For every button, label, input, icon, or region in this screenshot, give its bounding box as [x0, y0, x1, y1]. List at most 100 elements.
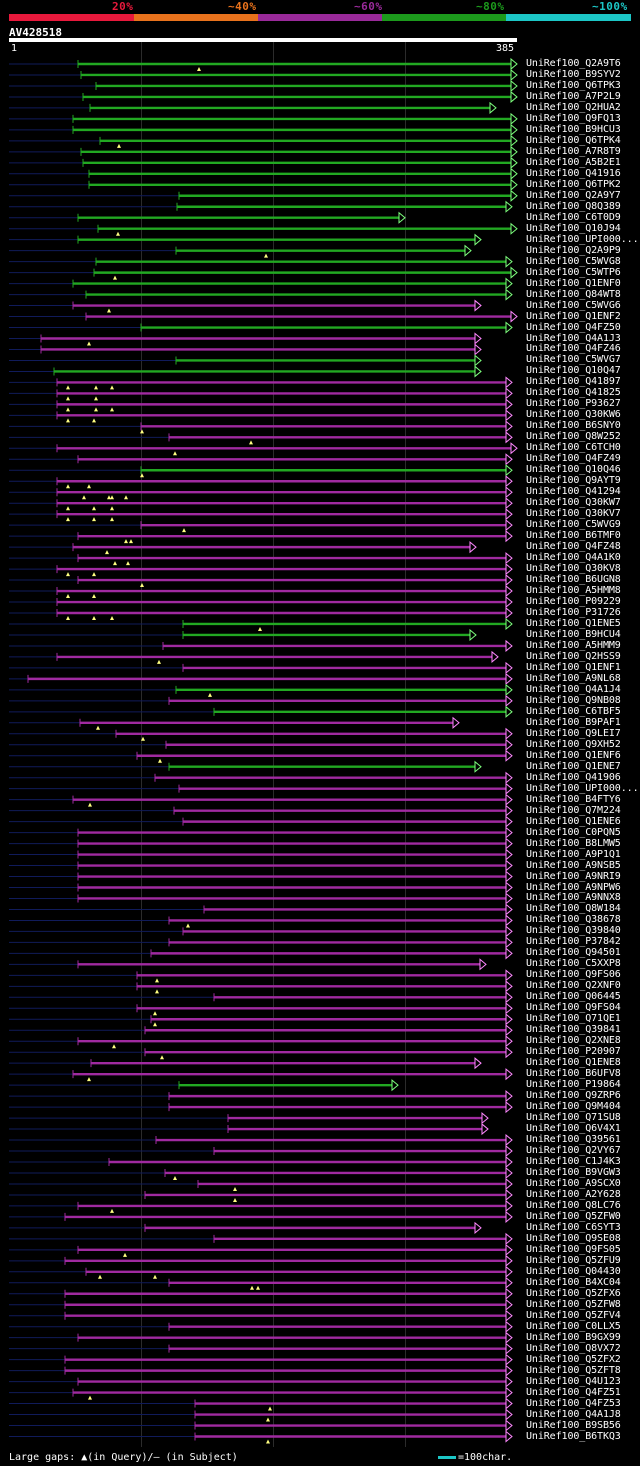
hit-name-link[interactable]: UniRef100_P19864	[526, 1079, 621, 1091]
hit-name-link[interactable]: UniRef100_C1J4K3	[526, 1156, 621, 1167]
hit-name-link[interactable]: UniRef100_Q41897	[526, 376, 621, 388]
hit-name-link[interactable]: UniRef100_B9SB56	[526, 1419, 621, 1431]
hit-name-link[interactable]: UniRef100_C0LLX5	[526, 1320, 621, 1332]
hit-name-link[interactable]: UniRef100_C6TBF5	[526, 705, 621, 717]
hit-name-link[interactable]: UniRef100_Q4FZ49	[526, 453, 621, 465]
hit-name-link[interactable]: UniRef100_B9HCU4	[526, 628, 621, 640]
hit-name-link[interactable]: UniRef100_Q9M404	[526, 1101, 621, 1113]
hit-name-link[interactable]: UniRef100_Q7M224	[526, 804, 621, 816]
hit-name-link[interactable]: UniRef100_Q9LEI7	[526, 727, 621, 739]
hit-name-link[interactable]: UniRef100_B8LMW5	[526, 837, 621, 849]
hit-name-link[interactable]: UniRef100_Q6TPK2	[526, 178, 621, 190]
hit-name-link[interactable]: UniRef100_Q39841	[526, 1024, 621, 1036]
hit-name-link[interactable]: UniRef100_UPI000...	[526, 233, 639, 245]
hit-name-link[interactable]: UniRef100_Q4U123	[526, 1375, 621, 1387]
hit-name-link[interactable]: UniRef100_P31726	[526, 607, 621, 618]
hit-name-link[interactable]: UniRef100_Q1ENE7	[526, 760, 621, 772]
hit-name-link[interactable]: UniRef100_A7R8T9	[526, 145, 621, 157]
hit-name-link[interactable]: UniRef100_Q8Q389	[526, 200, 621, 212]
hit-name-link[interactable]: UniRef100_B6UGN8	[526, 574, 621, 586]
hit-name-link[interactable]: UniRef100_A9NNX8	[526, 892, 621, 904]
hit-name-link[interactable]: UniRef100_UPI000...	[526, 782, 639, 794]
hit-name-link[interactable]: UniRef100_A9NPW6	[526, 881, 621, 893]
hit-name-link[interactable]: UniRef100_Q4A1K0	[526, 552, 621, 564]
hit-name-link[interactable]: UniRef100_A9NRI9	[526, 870, 621, 882]
hit-name-link[interactable]: UniRef100_Q2XNF0	[526, 980, 621, 992]
hit-name-link[interactable]: UniRef100_C5WTP6	[526, 266, 621, 278]
hit-name-link[interactable]: UniRef100_A9NL68	[526, 672, 621, 684]
hit-name-link[interactable]: UniRef100_A5HMM8	[526, 585, 621, 597]
hit-name-link[interactable]: UniRef100_Q39561	[526, 1134, 621, 1146]
hit-name-link[interactable]: UniRef100_A7P2L9	[526, 90, 621, 102]
hit-name-link[interactable]: UniRef100_A9P1Q1	[526, 848, 621, 860]
hit-name-link[interactable]: UniRef100_Q1ENE5	[526, 617, 621, 629]
hit-name-link[interactable]: UniRef100_Q5ZFT8	[526, 1364, 621, 1376]
hit-name-link[interactable]: UniRef100_Q94501	[526, 947, 621, 959]
hit-name-link[interactable]: UniRef100_A9NSB5	[526, 859, 621, 871]
hit-name-link[interactable]: UniRef100_Q30KW7	[526, 497, 621, 509]
hit-name-link[interactable]: UniRef100_Q71QE1	[526, 1013, 621, 1025]
hit-name-link[interactable]: UniRef100_Q41825	[526, 387, 621, 399]
hit-name-link[interactable]: UniRef100_Q04430	[526, 1265, 621, 1277]
hit-name-link[interactable]: UniRef100_Q06445	[526, 991, 621, 1003]
hit-name-link[interactable]: UniRef100_Q30KV8	[526, 563, 621, 575]
hit-name-link[interactable]: UniRef100_P37842	[526, 936, 621, 948]
hit-name-link[interactable]: UniRef100_Q41906	[526, 771, 621, 783]
hit-name-link[interactable]: UniRef100_Q1ENE6	[526, 815, 621, 827]
hit-name-link[interactable]: UniRef100_Q4A1J8	[526, 1408, 621, 1420]
hit-name-link[interactable]: UniRef100_C6TCH0	[526, 442, 621, 454]
hit-name-link[interactable]: UniRef100_Q2A9P9	[526, 244, 621, 256]
hit-name-link[interactable]: UniRef100_Q4FZ53	[526, 1397, 621, 1409]
hit-name-link[interactable]: UniRef100_A9SCX0	[526, 1177, 621, 1189]
hit-name-link[interactable]: UniRef100_Q1ENF1	[526, 661, 621, 673]
hit-name-link[interactable]: UniRef100_B4FTY6	[526, 793, 621, 805]
hit-name-link[interactable]: UniRef100_Q41294	[526, 486, 621, 498]
hit-name-link[interactable]: UniRef100_Q9SE08	[526, 1232, 621, 1244]
hit-name-link[interactable]: UniRef100_Q4FZ50	[526, 321, 621, 333]
hit-name-link[interactable]: UniRef100_Q2A9Y7	[526, 189, 621, 201]
hit-name-link[interactable]: UniRef100_Q5ZFU9	[526, 1254, 621, 1266]
hit-name-link[interactable]: UniRef100_Q9NB08	[526, 694, 621, 706]
hit-name-link[interactable]: UniRef100_Q2HUA2	[526, 101, 621, 113]
hit-name-link[interactable]: UniRef100_Q9FS06	[526, 969, 621, 981]
hit-name-link[interactable]: UniRef100_Q4FZ51	[526, 1386, 621, 1398]
hit-name-link[interactable]: UniRef100_Q10Q46	[526, 464, 621, 476]
hit-name-link[interactable]: UniRef100_B9VGW3	[526, 1166, 621, 1178]
hit-name-link[interactable]: UniRef100_Q9FS05	[526, 1243, 621, 1255]
hit-name-link[interactable]: UniRef100_C5WVG7	[526, 354, 621, 366]
hit-name-link[interactable]: UniRef100_P93627	[526, 398, 621, 410]
hit-name-link[interactable]: UniRef100_B6UFV8	[526, 1068, 621, 1080]
hit-name-link[interactable]: UniRef100_Q30KW6	[526, 409, 621, 421]
hit-name-link[interactable]: UniRef100_B6TMF0	[526, 530, 621, 542]
hit-name-link[interactable]: UniRef100_Q4A1J4	[526, 683, 621, 695]
hit-name-link[interactable]: UniRef100_Q9AYT9	[526, 475, 621, 487]
hit-name-link[interactable]: UniRef100_Q1ENF2	[526, 310, 621, 322]
hit-name-link[interactable]: UniRef100_C6T0D9	[526, 211, 621, 223]
hit-name-link[interactable]: UniRef100_Q9FS04	[526, 1002, 621, 1014]
hit-name-link[interactable]: UniRef100_Q2A9T6	[526, 58, 621, 69]
hit-name-link[interactable]: UniRef100_B9SYV2	[526, 68, 621, 80]
hit-name-link[interactable]: UniRef100_A5B2E1	[526, 156, 621, 168]
hit-name-link[interactable]: UniRef100_C5XXP8	[526, 958, 621, 970]
hit-name-link[interactable]: UniRef100_Q38678	[526, 914, 621, 926]
hit-name-link[interactable]: UniRef100_Q5ZFX2	[526, 1353, 621, 1365]
hit-name-link[interactable]: UniRef100_B9GX99	[526, 1331, 621, 1343]
hit-name-link[interactable]: UniRef100_Q4A1J3	[526, 332, 621, 344]
hit-name-link[interactable]: UniRef100_Q8W252	[526, 431, 621, 443]
hit-name-link[interactable]: UniRef100_Q2VY67	[526, 1145, 621, 1157]
hit-name-link[interactable]: UniRef100_Q5ZFW8	[526, 1298, 621, 1310]
hit-name-link[interactable]: UniRef100_Q8LC76	[526, 1199, 621, 1211]
hit-name-link[interactable]: UniRef100_Q5ZFW0	[526, 1210, 621, 1222]
hit-name-link[interactable]: UniRef100_Q5ZFX6	[526, 1287, 621, 1299]
hit-name-link[interactable]: UniRef100_Q71SU8	[526, 1112, 621, 1124]
hit-name-link[interactable]: UniRef100_Q2XNE8	[526, 1035, 621, 1047]
hit-name-link[interactable]: UniRef100_Q30KV7	[526, 508, 621, 520]
hit-name-link[interactable]: UniRef100_Q1ENF6	[526, 749, 621, 761]
hit-name-link[interactable]: UniRef100_Q8VX72	[526, 1342, 621, 1354]
hit-name-link[interactable]: UniRef100_Q6TPK4	[526, 134, 621, 146]
hit-name-link[interactable]: UniRef100_A5HMM9	[526, 639, 621, 651]
hit-name-link[interactable]: UniRef100_Q1ENE8	[526, 1057, 621, 1069]
hit-name-link[interactable]: UniRef100_Q6TPK3	[526, 79, 621, 91]
hit-name-link[interactable]: UniRef100_B6SNY0	[526, 420, 621, 432]
hit-name-link[interactable]: UniRef100_B4XC04	[526, 1276, 621, 1288]
